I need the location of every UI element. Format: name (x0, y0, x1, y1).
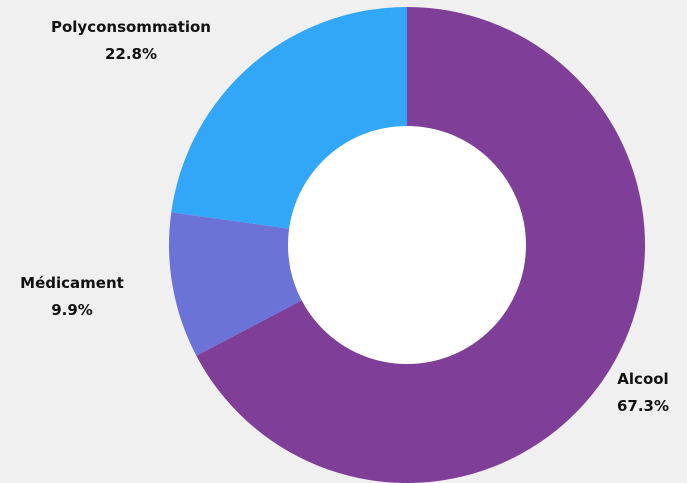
slice-label-medicament: Médicament (20, 274, 124, 292)
slice-value-polyconsommation: 22.8% (105, 45, 157, 63)
donut-hole (288, 126, 526, 364)
slice-label-alcool: Alcool (617, 370, 668, 388)
slice-value-medicament: 9.9% (51, 301, 93, 319)
slice-label-group-medicament: Médicament 9.9% (20, 274, 124, 319)
slice-label-group-polyconsommation: Polyconsommation 22.8% (51, 18, 211, 63)
slice-label-group-alcool: Alcool 67.3% (617, 370, 669, 415)
slice-label-polyconsommation: Polyconsommation (51, 18, 211, 36)
slice-value-alcool: 67.3% (617, 397, 669, 415)
